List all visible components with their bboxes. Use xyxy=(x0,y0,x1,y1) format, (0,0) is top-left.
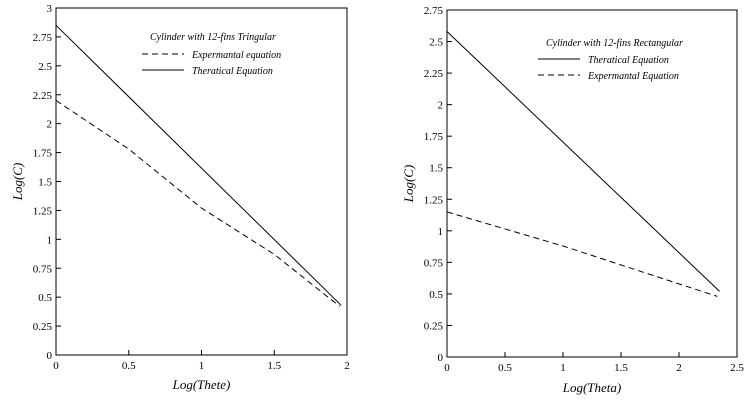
legend-entry: Theratical Equation xyxy=(588,55,669,66)
y-tick-label: 2.75 xyxy=(424,5,444,17)
y-tick-label: 0.25 xyxy=(424,320,444,332)
plot-frame xyxy=(446,9,738,358)
x-tick-label: 0 xyxy=(53,360,59,372)
y-tick-label: 0.25 xyxy=(33,321,53,333)
y-axis-title: Log(C) xyxy=(10,163,25,202)
x-tick-label: 2 xyxy=(676,362,682,374)
y-tick-label: 1.25 xyxy=(33,205,53,217)
series-line-2 xyxy=(55,24,342,306)
legend-title: Cylinder with 12-fins Rectangular xyxy=(546,38,683,49)
x-tick-label: 0 xyxy=(444,362,450,374)
series-line-2 xyxy=(446,211,718,297)
x-tick-label: 2 xyxy=(344,360,350,372)
y-tick-label: 0.5 xyxy=(38,292,52,304)
y-tick-label: 2 xyxy=(47,119,53,131)
legend-entry: Expermantal equation xyxy=(191,50,281,61)
legend-title: Cylinder with 12-fins Tringular xyxy=(150,32,276,43)
x-tick-label: 0.5 xyxy=(122,360,136,372)
y-tick-label: 0 xyxy=(47,350,53,362)
y-tick-label: 1.5 xyxy=(38,177,52,189)
y-tick-label: 3 xyxy=(47,3,53,15)
legend: Cylinder with 12-fins Tringular Expermant… xyxy=(142,32,281,77)
y-tick-label: 2.75 xyxy=(33,32,53,44)
x-tick-label: 2.5 xyxy=(730,362,744,374)
y-tick-label: 0 xyxy=(438,352,444,364)
y-tick-label: 0.75 xyxy=(424,257,444,269)
x-axis-title: Log(Theta) xyxy=(562,380,622,395)
y-tick-label: 1.75 xyxy=(33,148,53,160)
y-axis-title: Log(C) xyxy=(401,165,416,204)
y-tick-label: 1 xyxy=(47,234,53,246)
legend-entry: Expermantal Equation xyxy=(587,71,679,82)
x-axis-title: Log(Thete) xyxy=(172,377,231,392)
y-tick-label: 2 xyxy=(438,100,444,112)
y-tick-label: 2.25 xyxy=(33,90,53,102)
legend: Cylinder with 12-fins Rectangular Therati… xyxy=(538,38,683,82)
x-tick-label: 0.5 xyxy=(498,362,512,374)
y-tick-label: 0.75 xyxy=(33,263,53,275)
legend-entry: Theratical Equation xyxy=(192,66,273,77)
x-tick-label: 1 xyxy=(560,362,566,374)
y-tick-label: 0.5 xyxy=(429,289,443,301)
x-tick-label: 1.5 xyxy=(614,362,628,374)
y-tick-label: 1.75 xyxy=(424,131,444,143)
x-tick-label: 1 xyxy=(199,360,205,372)
chart-panel-1: 0 0.25 0.5 0.75 1 1.25 1.5 1.75 2 2.25 2.5 2.75 3 0 0.… xyxy=(10,3,350,392)
y-tick-label: 1.5 xyxy=(429,163,443,175)
chart-panel-2: 0 0.25 0.5 0.75 1 1.25 1.5 1.75 2 2.25 2.5 2.75 0 0.5… xyxy=(401,5,744,395)
y-tick-label: 2.5 xyxy=(429,37,443,49)
y-tick-label: 1 xyxy=(438,226,444,238)
series-line-1 xyxy=(55,100,341,307)
y-tick-label: 2.25 xyxy=(424,68,444,80)
series-line-1 xyxy=(446,31,720,292)
y-tick-label: 2.5 xyxy=(38,61,52,73)
x-tick-label: 1.5 xyxy=(267,360,281,372)
y-tick-label: 1.25 xyxy=(424,194,444,206)
